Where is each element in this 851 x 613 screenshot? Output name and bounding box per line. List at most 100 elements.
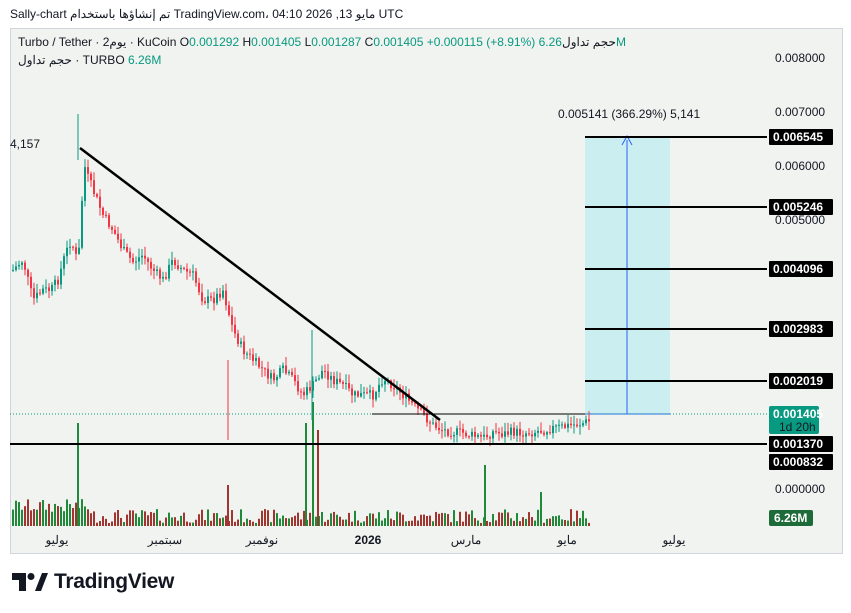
volume-bar (162, 522, 164, 526)
candle-body (204, 301, 206, 304)
volume-bar (288, 518, 290, 526)
candle-body (405, 393, 407, 399)
candle-body (111, 226, 113, 230)
candle-body (180, 267, 182, 269)
candle-body (546, 432, 548, 435)
candle-body (348, 383, 350, 389)
downtrend-line (79, 147, 441, 421)
price-tick-label: 0.006000 (775, 159, 825, 173)
drawing-lines[interactable] (10, 136, 767, 445)
volume-bar (105, 518, 107, 526)
candle-body (138, 257, 140, 262)
volume-bars (12, 402, 590, 526)
chart-frame[interactable] (10, 28, 843, 554)
volume-bar (72, 507, 74, 526)
volume-bar (45, 509, 47, 526)
candle-body (315, 379, 317, 382)
candle-body (576, 424, 578, 427)
time-axis[interactable]: يوليو سبتمبر نوفمبر 2026 مارس مايو يوليو (44, 533, 685, 547)
volume-bar (27, 499, 29, 526)
volume-bar (447, 514, 449, 526)
price-tag-label: 0.001370 (773, 437, 823, 451)
volume-bar (351, 521, 353, 526)
volume-bar (117, 509, 119, 526)
candle-body (105, 214, 107, 216)
candle-body (480, 434, 482, 437)
volume-bar (585, 518, 587, 526)
volume-spike (317, 430, 319, 526)
candle-body (297, 381, 299, 392)
candle-body (336, 378, 338, 385)
candle-body (378, 384, 380, 392)
volume-bar (21, 509, 23, 526)
volume-bar (246, 518, 248, 526)
volume-bar (240, 509, 242, 526)
volume-bar (405, 521, 407, 526)
candle-body (447, 429, 449, 436)
volume-bar (195, 519, 197, 526)
candle-body (93, 180, 95, 195)
candle-body (300, 391, 302, 393)
volume-bar (222, 517, 224, 526)
candle-body (261, 367, 263, 369)
candle-body (465, 432, 467, 437)
candle-body (90, 173, 92, 181)
current-price-label: 0.001405 (773, 407, 823, 421)
volume-bar (204, 520, 206, 526)
volume-bar (141, 510, 143, 526)
volume-tag-label: 6.26M (774, 511, 807, 525)
candle-body (441, 430, 443, 432)
volume-bar (183, 512, 185, 526)
price-tag-bg (769, 261, 833, 277)
volume-bar (168, 512, 170, 526)
volume-bar (462, 521, 464, 526)
candle-body (486, 434, 488, 438)
volume-bar (51, 511, 53, 526)
volume-bar (510, 518, 512, 526)
volume-bar (282, 515, 284, 526)
candle-body (309, 387, 311, 391)
projection-layer (585, 134, 670, 415)
open-value: 0.001292 (189, 35, 240, 49)
volume-bar (327, 519, 329, 526)
volume-bar (354, 510, 356, 526)
candle-body (303, 391, 305, 396)
volume-bar (252, 521, 254, 526)
price-axis[interactable]: 0.008000 0.007000 0.006000 0.005000 0.000000… (769, 51, 833, 526)
volume-bar (75, 502, 77, 526)
volume-bar (363, 521, 365, 526)
candle-body (123, 246, 125, 249)
volume-bar (285, 518, 287, 526)
volume-bar (24, 506, 26, 526)
candle-body (177, 265, 179, 269)
candle-body (183, 267, 185, 269)
candle-body (144, 255, 146, 259)
volume-bar (36, 509, 38, 526)
price-tag-bg (769, 454, 833, 470)
volume-bar (375, 518, 377, 526)
candle-body (558, 424, 560, 426)
candle-body (294, 375, 296, 382)
candle-body (510, 427, 512, 435)
candle-body (102, 207, 104, 215)
volume-bar (420, 514, 422, 526)
change-value: +0.000115 (+8.91%) (426, 35, 536, 49)
symbol-label[interactable]: Turbo / Tether · 2يوم · KuCoin (18, 35, 177, 49)
candle-body (537, 430, 539, 433)
volume-spike (484, 465, 486, 526)
price-tag-label: 0.000832 (773, 455, 823, 469)
candle-body (324, 370, 326, 372)
candle-body (255, 358, 257, 361)
time-tick-label: مارس (451, 533, 482, 547)
volume-bar (54, 503, 56, 526)
volume-bar (39, 502, 41, 526)
volume-bar (348, 512, 350, 526)
tradingview-logo[interactable]: TradingView (12, 570, 174, 594)
candle-body (207, 296, 209, 304)
candle-body (51, 284, 53, 292)
volume-bar (393, 520, 395, 526)
candle-body (72, 246, 74, 248)
volume-spike (305, 423, 307, 526)
volume-bar (264, 509, 266, 526)
